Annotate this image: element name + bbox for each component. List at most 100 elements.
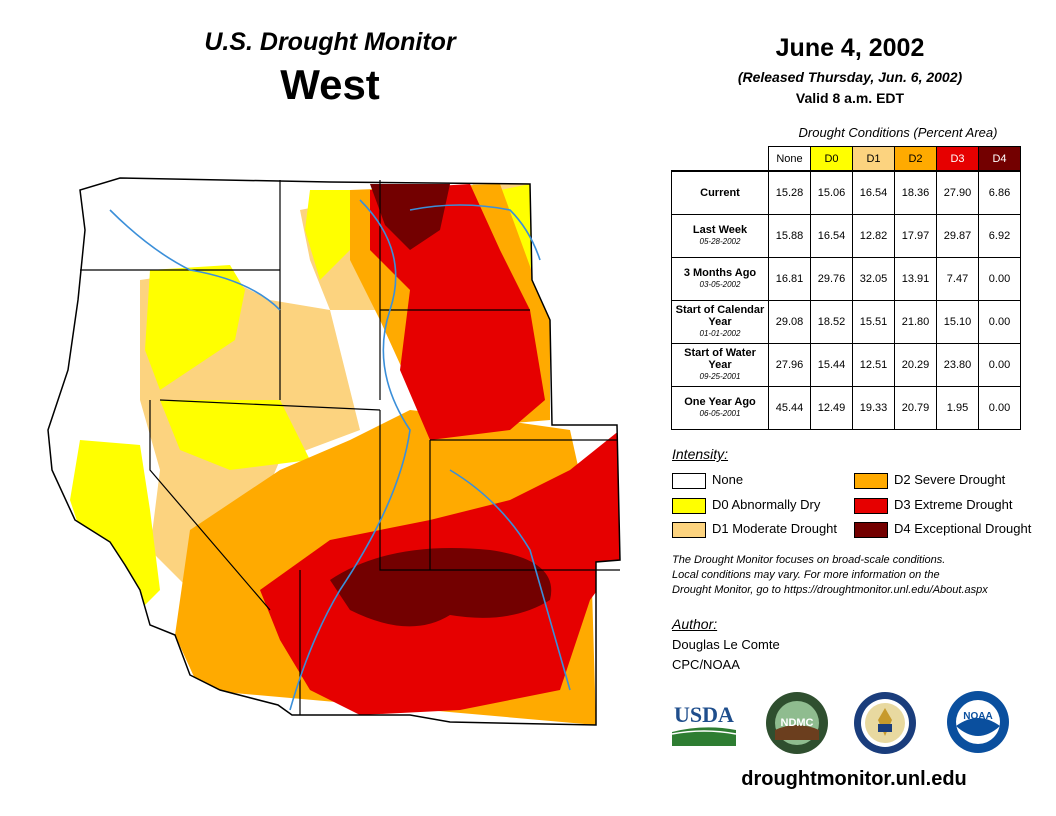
col-none: None — [768, 146, 811, 172]
table-body: Current 15.28 15.06 16.54 18.36 27.90 6.86 Last… — [671, 170, 1021, 430]
row-label-text: Start of Calendar Year — [675, 304, 765, 328]
drought-conditions-table: None D0 D1 D2 D3 D4 Current 15.28 15.06 16.… — [671, 146, 1021, 430]
map-date: June 4, 2002 — [775, 34, 925, 62]
d4-area-four-corners — [330, 548, 552, 627]
table-cell: 0.00 — [978, 257, 1021, 301]
row-label: Start of Water Year 09-25-2001 — [671, 343, 769, 387]
table-cell: 0.00 — [978, 386, 1021, 430]
title-block: U.S. Drought Monitor West — [150, 28, 510, 109]
ndmc-logo-text: NDMC — [781, 717, 814, 729]
date-block: June 4, 2002 (Released Thursday, Jun. 6,… — [690, 34, 1010, 106]
table-corner — [671, 146, 769, 171]
col-d2: D2 — [894, 146, 937, 172]
noaa-logo-text: NOAA — [963, 711, 992, 722]
table-cell: 16.54 — [810, 214, 853, 258]
legend-item: D1 Moderate Drought — [672, 521, 837, 539]
legend-swatch — [854, 497, 888, 514]
row-label: Current — [671, 170, 769, 215]
table-cell: 15.51 — [852, 300, 895, 344]
table-cell: 12.51 — [852, 343, 895, 387]
footer-url[interactable]: droughtmonitor.unl.edu — [741, 768, 967, 790]
row-label-date: 03-05-2002 — [699, 280, 741, 289]
legend-label: D1 Moderate Drought — [712, 521, 838, 536]
d0-area-montana-west — [305, 190, 350, 280]
d0-area-oregon — [145, 265, 245, 390]
legend-item: D2 Severe Drought — [854, 472, 1005, 490]
table-cell: 15.06 — [810, 170, 853, 215]
product-title: U.S. Drought Monitor — [204, 28, 456, 56]
table-row: One Year Ago 06-05-2001 45.44 12.49 19.33 20.… — [671, 386, 1021, 430]
legend-label: D3 Extreme Drought — [894, 497, 1013, 512]
table-cell: 27.96 — [768, 343, 811, 387]
ndmc-logo: NDMC — [766, 692, 828, 754]
table-cell: 23.80 — [936, 343, 979, 387]
table-cell: 0.00 — [978, 300, 1021, 344]
table-cell: 1.95 — [936, 386, 979, 430]
legend-swatch — [854, 521, 888, 538]
table-cell: 15.28 — [768, 170, 811, 215]
row-label-text: Current — [700, 187, 740, 199]
row-label-date: 06-05-2001 — [699, 409, 741, 418]
table-cell: 6.86 — [978, 170, 1021, 215]
legend-label: D2 Severe Drought — [894, 472, 1006, 487]
legend-swatch — [854, 472, 888, 489]
table-cell: 17.97 — [894, 214, 937, 258]
table-cell: 21.80 — [894, 300, 937, 344]
col-d0: D0 — [810, 146, 853, 172]
usda-logo-text: USDA — [674, 702, 734, 727]
drought-intensity-layer — [48, 178, 620, 725]
table-cell: 18.36 — [894, 170, 937, 215]
col-d1: D1 — [852, 146, 895, 172]
region-title: West — [280, 61, 380, 108]
table-cell: 6.92 — [978, 214, 1021, 258]
note-line-3: Drought Monitor, go to https://droughtmo… — [672, 584, 988, 596]
valid-time: Valid 8 a.m. EDT — [795, 90, 905, 106]
table-cell: 20.79 — [894, 386, 937, 430]
row-label-text: One Year Ago — [684, 396, 756, 408]
table-cell: 45.44 — [768, 386, 811, 430]
d0-area-north-dakota — [500, 184, 532, 270]
table-cell: 18.52 — [810, 300, 853, 344]
table-cell: 13.91 — [894, 257, 937, 301]
author-name: Douglas Le Comte — [672, 637, 780, 652]
note-line-2: Local conditions may vary. For more info… — [672, 569, 940, 581]
table-cell: 16.54 — [852, 170, 895, 215]
table-caption: Drought Conditions (Percent Area) — [798, 125, 998, 140]
author-org: CPC/NOAA — [672, 657, 740, 672]
row-label-text: Last Week — [692, 224, 748, 236]
commerce-seal-logo — [854, 692, 916, 754]
d3-area-wyoming-colorado — [370, 184, 545, 440]
drought-map — [47, 177, 621, 726]
table-row: Last Week 05-28-2002 15.88 16.54 12.82 17.97 2… — [671, 214, 1021, 258]
legend-item: D3 Extreme Drought — [854, 497, 1013, 515]
table-cell: 7.47 — [936, 257, 979, 301]
noaa-logo: NOAA — [947, 691, 1009, 753]
row-label: Last Week 05-28-2002 — [671, 214, 769, 258]
legend-label: D4 Exceptional Drought — [894, 521, 1032, 536]
row-label: 3 Months Ago 03-05-2002 — [671, 257, 769, 301]
table-cell: 32.05 — [852, 257, 895, 301]
legend-label: None — [712, 472, 744, 487]
d0-area-california — [70, 440, 160, 620]
table-row: Current 15.28 15.06 16.54 18.36 27.90 6.86 — [671, 170, 1021, 215]
state-boundaries — [80, 180, 620, 715]
table-row: 3 Months Ago 03-05-2002 16.81 29.76 32.05 13.… — [671, 257, 1021, 301]
d4-area-montana — [370, 184, 450, 250]
row-label-text: 3 Months Ago — [683, 267, 757, 279]
disclaimer-note: The Drought Monitor focuses on broad-sca… — [672, 553, 1032, 598]
author-heading: Author: — [672, 616, 718, 632]
table-cell: 15.10 — [936, 300, 979, 344]
region-outline — [47, 177, 621, 726]
legend-swatch — [672, 497, 706, 514]
table-cell: 19.33 — [852, 386, 895, 430]
row-label-date: 05-28-2002 — [699, 237, 741, 246]
legend-swatch — [672, 472, 706, 489]
table-header-row: None D0 D1 D2 D3 D4 — [671, 146, 1021, 172]
row-label: One Year Ago 06-05-2001 — [671, 386, 769, 430]
table-cell: 29.08 — [768, 300, 811, 344]
usda-logo: USDA — [671, 702, 737, 746]
legend-swatch — [672, 521, 706, 538]
table-cell: 29.87 — [936, 214, 979, 258]
table-cell: 12.82 — [852, 214, 895, 258]
row-label: Start of Calendar Year 01-01-2002 — [671, 300, 769, 344]
